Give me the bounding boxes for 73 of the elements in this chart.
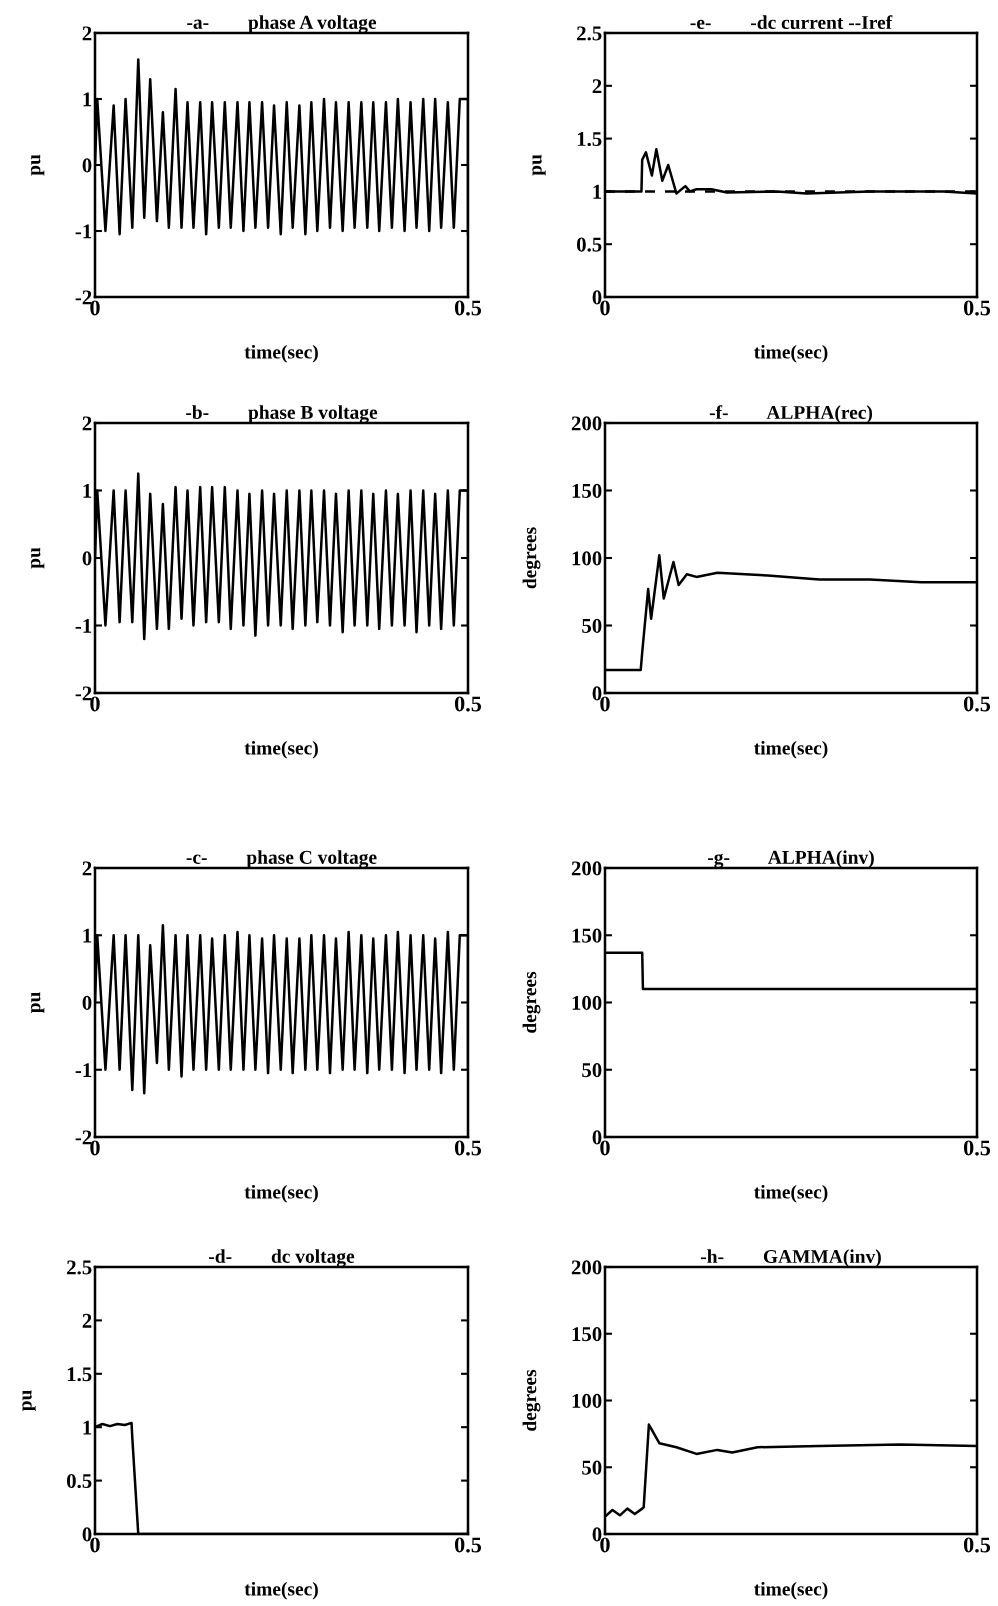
- y-axis-title: degrees: [522, 527, 541, 589]
- y-tick-label: 1: [593, 184, 602, 199]
- chart-title: -h- GAMMA(inv): [700, 1249, 881, 1267]
- chart-title: -f- ALPHA(rec): [709, 405, 873, 423]
- y-tick-label: 0: [592, 290, 602, 305]
- y-tick-label: 150: [572, 928, 602, 943]
- x-tick-label: 0.5: [963, 1140, 991, 1156]
- x-axis-title: time(sec): [244, 1581, 318, 1600]
- x-axis-title: time(sec): [244, 344, 318, 363]
- y-tick-label: 0: [592, 686, 602, 701]
- chart-title: -e- -dc current --Iref: [690, 15, 893, 30]
- y-tick-label: -1: [75, 224, 92, 239]
- y-tick-label: -2: [75, 1130, 92, 1145]
- y-tick-label: 1.5: [67, 1367, 92, 1382]
- y-tick-label: 2.5: [67, 1260, 92, 1275]
- x-tick-label: 0.5: [454, 300, 482, 316]
- y-tick-label: 2: [82, 861, 92, 876]
- y-tick-label: 0: [82, 551, 92, 566]
- y-axis-title: pu: [31, 547, 45, 569]
- y-tick-label: 1: [83, 1420, 92, 1435]
- y-tick-label: 2: [592, 79, 602, 94]
- y-tick-label: 100: [572, 1393, 602, 1408]
- y-tick-label: 2: [82, 1313, 92, 1328]
- y-tick-label: 0: [592, 1130, 602, 1145]
- y-axis-title: degrees: [522, 971, 541, 1033]
- y-tick-label: -1: [75, 618, 92, 633]
- y-tick-label: -1: [75, 1063, 92, 1077]
- x-tick-label: 0.5: [454, 1140, 482, 1156]
- y-tick-label: 150: [572, 1327, 602, 1342]
- chart-title: -a- phase A voltage: [187, 15, 377, 33]
- y-tick-label: 1: [83, 928, 92, 943]
- x-tick-label: 0.5: [454, 696, 482, 712]
- y-tick-label: 0.5: [576, 237, 602, 252]
- y-tick-label: 200: [571, 1260, 602, 1275]
- chart-title: -c- phase C voltage: [186, 850, 377, 868]
- y-tick-label: 2: [82, 26, 92, 41]
- y-tick-label: 200: [571, 416, 602, 431]
- y-tick-label: 1: [83, 92, 92, 107]
- x-axis-title: time(sec): [754, 1184, 828, 1203]
- x-axis-title: time(sec): [754, 344, 828, 363]
- y-tick-label: -2: [75, 290, 92, 305]
- y-tick-label: 50: [582, 618, 602, 633]
- y-tick-label: 150: [572, 483, 602, 498]
- y-tick-label: 1: [83, 483, 92, 498]
- y-tick-label: 50: [582, 1460, 602, 1475]
- y-tick-label: 0: [82, 158, 92, 173]
- y-axis-title: pu: [22, 1390, 36, 1412]
- y-tick-label: 0: [82, 995, 92, 1010]
- y-tick-label: 1.5: [577, 132, 602, 147]
- y-tick-label: 2: [82, 416, 92, 431]
- x-axis-title: time(sec): [754, 1581, 828, 1600]
- y-tick-label: -2: [75, 686, 92, 701]
- y-tick-label: 100: [572, 551, 602, 566]
- y-axis-title: degrees: [522, 1369, 541, 1431]
- y-tick-label: 200: [571, 861, 602, 876]
- y-tick-label: 50: [582, 1063, 602, 1078]
- y-tick-label: 100: [572, 995, 602, 1010]
- chart-title: -b- phase B voltage: [186, 405, 378, 423]
- x-axis-title: time(sec): [244, 740, 318, 759]
- x-axis-title: time(sec): [754, 740, 828, 759]
- x-tick-label: 0.5: [963, 696, 991, 712]
- y-axis-title: pu: [31, 154, 45, 176]
- x-tick-label: 0.5: [963, 300, 991, 316]
- x-tick-label: 0.5: [454, 1537, 482, 1553]
- x-axis-title: time(sec): [244, 1184, 318, 1203]
- chart-title: -d- dc voltage: [209, 1249, 355, 1267]
- x-tick-label: 0.5: [963, 1537, 991, 1553]
- y-axis-title: pu: [532, 154, 546, 176]
- y-axis-title: pu: [31, 992, 45, 1014]
- y-tick-label: 0: [82, 1527, 92, 1542]
- y-tick-label: 2.5: [577, 26, 602, 41]
- y-tick-label: 0.5: [66, 1473, 92, 1489]
- y-tick-label: 0: [592, 1527, 602, 1542]
